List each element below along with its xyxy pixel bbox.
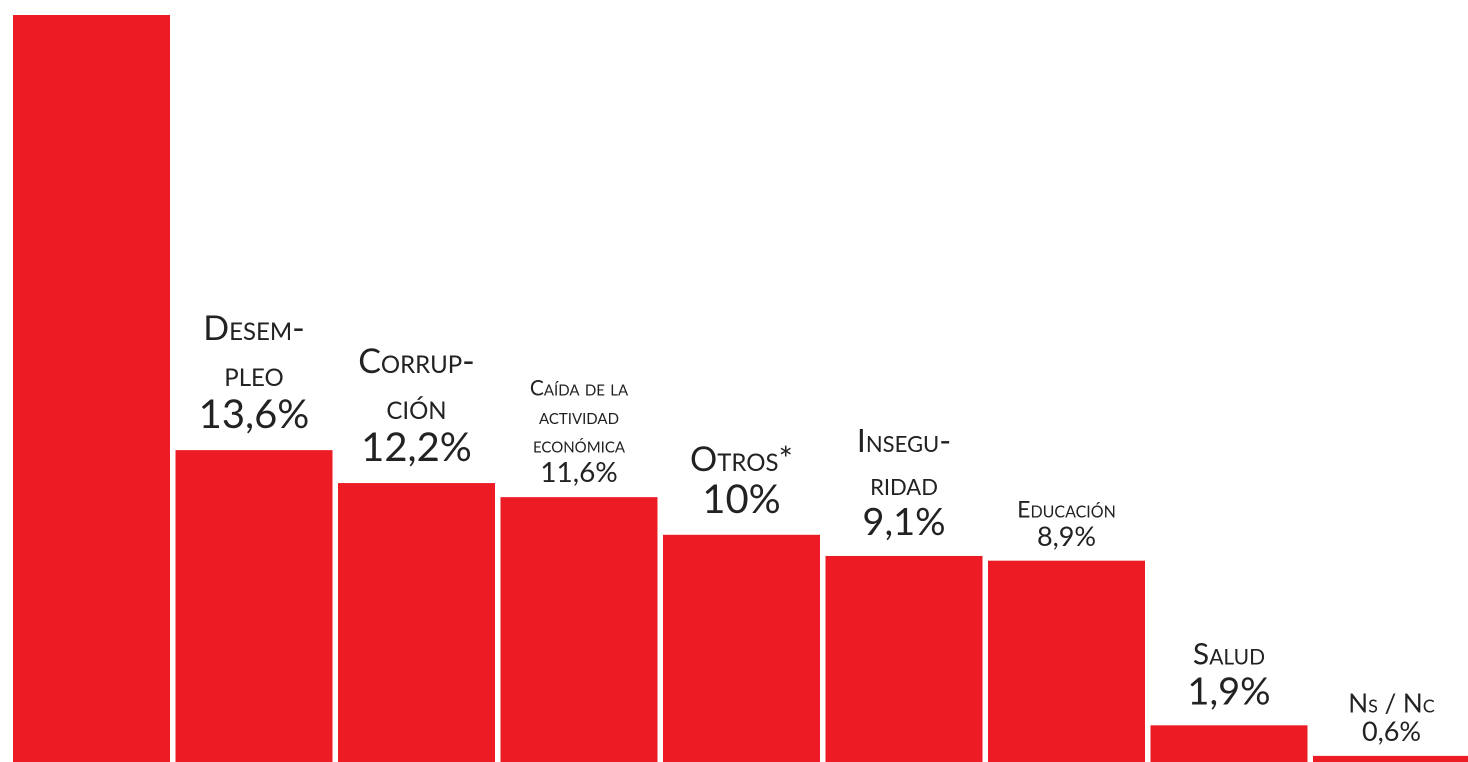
value-label: 11,6% [540, 454, 618, 488]
value-label: 0,6% [1362, 714, 1421, 747]
category-label: Educación [1017, 494, 1116, 522]
bar [500, 497, 658, 762]
category-label: Caída de la actividad económica [530, 376, 629, 458]
value-label: 8,9% [1037, 519, 1096, 552]
value-label: 10% [702, 474, 780, 522]
bar [663, 534, 820, 762]
bar [825, 555, 983, 762]
bar [1313, 755, 1468, 762]
value-label: 9,1% [862, 498, 945, 544]
category-label: Desem-pleo [203, 307, 305, 394]
bar [1150, 725, 1308, 762]
value-label: 12,2% [361, 422, 472, 470]
bar [988, 560, 1145, 762]
value-label: 13,6% [199, 389, 310, 437]
bar [13, 15, 170, 762]
value-label: 1,9% [1187, 667, 1270, 713]
category-label: Ns / Nc [1348, 687, 1435, 719]
bar [175, 450, 333, 762]
category-label: Corrup-ción [358, 340, 475, 427]
bar [338, 483, 495, 762]
category-label: Otros* [690, 438, 793, 479]
category-label: Salud [1193, 636, 1265, 672]
category-label: Insegu-ridad [857, 420, 951, 502]
